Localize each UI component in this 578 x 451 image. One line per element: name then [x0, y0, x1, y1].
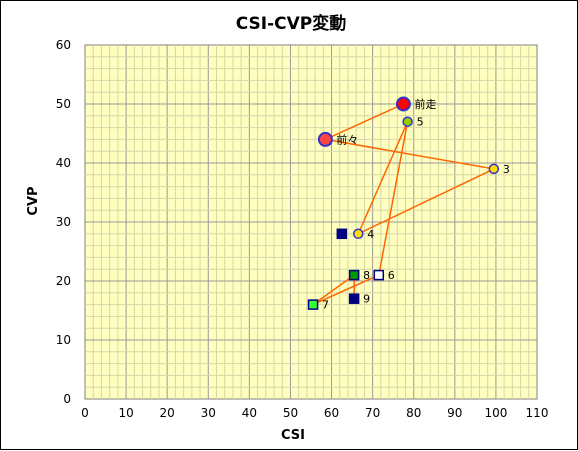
- y-tick-label: 40: [56, 156, 71, 170]
- circle-marker: [353, 228, 364, 240]
- point-label: 5: [417, 116, 424, 129]
- y-tick-label: 50: [56, 97, 71, 111]
- x-tick-label: 60: [324, 406, 339, 420]
- point-label: 9: [363, 293, 370, 306]
- x-tick-label: 90: [447, 406, 462, 420]
- x-tick-label: 40: [242, 406, 257, 420]
- y-tick-label: 30: [56, 215, 71, 229]
- point-label: 8: [363, 269, 370, 282]
- grid-lines: [85, 45, 537, 399]
- circle-marker: [402, 116, 413, 127]
- point-label: 7: [322, 299, 329, 312]
- x-axis-title: CSI: [281, 428, 305, 443]
- square-marker: [307, 299, 319, 310]
- chart-title: CSI-CVP変動: [236, 13, 347, 34]
- x-tick-label: 20: [160, 406, 175, 420]
- x-tick-label: 100: [484, 406, 507, 420]
- y-tick-label: 0: [63, 392, 71, 406]
- x-tick-label: 30: [201, 406, 216, 420]
- circle-marker: [488, 163, 500, 175]
- x-tick-label: 0: [81, 406, 89, 420]
- tick-labels: 0 10 20 30 40 50 60 70 80 90 100 110 0 10 20 30 40 50 60: [56, 38, 549, 420]
- point-label: 3: [503, 163, 510, 176]
- square-marker: [348, 269, 360, 281]
- circle-marker: [317, 131, 333, 147]
- point-label: 4: [367, 228, 374, 241]
- point-label: 前々: [336, 132, 358, 146]
- square-marker: [348, 293, 360, 304]
- y-axis-title: CVP: [26, 186, 41, 215]
- x-tick-label: 10: [118, 406, 133, 420]
- data-markers: [307, 96, 500, 310]
- square-marker: [336, 228, 348, 240]
- y-tick-label: 20: [56, 274, 71, 288]
- square-marker: [373, 269, 385, 281]
- x-tick-label: 50: [283, 406, 298, 420]
- y-tick-label: 60: [56, 38, 71, 52]
- x-tick-label: 80: [406, 406, 421, 420]
- y-tick-label: 10: [56, 333, 71, 347]
- point-label: 前走: [414, 97, 436, 111]
- circle-marker: [395, 96, 411, 112]
- point-label: 6: [388, 269, 395, 282]
- x-tick-label: 110: [526, 406, 549, 420]
- x-tick-label: 70: [365, 406, 380, 420]
